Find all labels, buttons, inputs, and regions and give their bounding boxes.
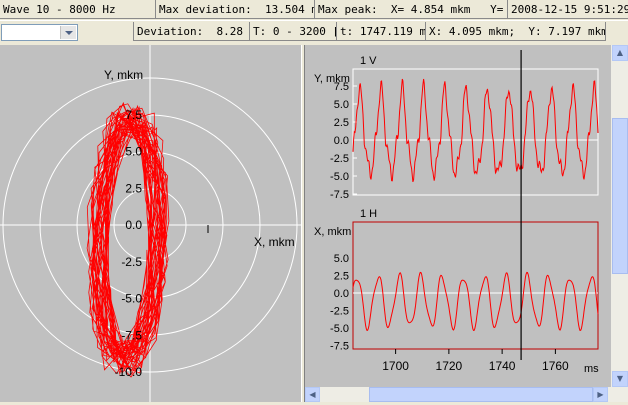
h-y-tick-label: -2.5	[330, 306, 349, 318]
orbit-trace	[86, 101, 170, 378]
orbit-y-tick-label: 2.5	[125, 181, 142, 195]
h-waveform-trace	[352, 271, 599, 331]
scroll-up-icon[interactable]: ▲	[612, 45, 628, 61]
orbit-y-tick-label: -7.5	[121, 328, 142, 342]
x-tick-label: 1760	[542, 359, 569, 373]
v-y-tick-label: -7.5	[330, 189, 349, 201]
pane-splitter[interactable]	[301, 45, 305, 402]
h-channel-name: 1 H	[360, 208, 377, 220]
orbit-y-tick-label: 5.0	[125, 145, 142, 159]
horizontal-scrollbar[interactable]: ◀ ▶	[305, 387, 628, 402]
orbit-plot-panel[interactable]: Y, mkm X, mkm 7.5 5.0 2.5 0.0 -2.5 -5.0 -7.5 -1…	[0, 45, 301, 402]
horizontal-scroll-thumb[interactable]	[369, 387, 593, 402]
datetime-label: 2008-12-15 9:51:29	[508, 0, 628, 19]
cursor-time-label: t: 1747.119 m	[337, 22, 426, 41]
v-plot-frame	[352, 68, 599, 196]
waveform-panel[interactable]: 1 V 1 H Y, mkm X, mkm 7.5 5.0 2.5 0.0 -2.5 -5…	[305, 45, 611, 402]
vertical-scrollbar[interactable]: ▲ ▼	[611, 45, 628, 387]
v-y-tick-label: 0.0	[334, 135, 349, 147]
vertical-scroll-thumb[interactable]	[612, 118, 628, 274]
orbit-y-tick-label: -10.0	[115, 365, 143, 379]
orbit-y-tick-label: -2.5	[121, 255, 142, 269]
v-y-tick-label: -5.0	[330, 171, 349, 183]
h-y-tick-label: 5.0	[334, 253, 349, 265]
h-y-label: X, mkm	[314, 226, 351, 238]
scroll-right-icon[interactable]: ▶	[593, 387, 608, 402]
v-waveform-trace	[352, 78, 599, 183]
h-y-tick-label: -7.5	[330, 341, 349, 353]
info-bar: Deviation: 8.28 T: 0 - 3200 [16 t: 1747.…	[0, 22, 628, 42]
h-y-tick-label: 0.0	[334, 288, 349, 300]
time-range-label: T: 0 - 3200 [16	[250, 22, 337, 41]
v-channel-name: 1 V	[360, 55, 377, 67]
v-y-tick-label: -2.5	[330, 153, 349, 165]
max-peak-label: Max peak: X= 4.854 mkm Y= 13.	[315, 0, 508, 19]
wave-range-label: Wave 10 - 8000 Hz	[0, 0, 156, 19]
scroll-left-icon[interactable]: ◀	[305, 387, 320, 402]
deviation-label: Deviation: 8.28	[133, 22, 250, 41]
h-y-tick-label: 2.5	[334, 271, 349, 283]
max-deviation-label: Max deviation: 13.504 mkm	[156, 0, 315, 19]
x-tick-label: 1720	[436, 359, 463, 373]
x-tick-label: 1740	[489, 359, 516, 373]
h-y-tick-label: -5.0	[330, 323, 349, 335]
cursor-xy-label: X: 4.095 mkm; Y: 7.197 mkm	[426, 22, 606, 41]
channel-select[interactable]	[1, 24, 78, 41]
status-bar: Wave 10 - 8000 Hz Max deviation: 13.504 …	[0, 0, 628, 21]
x-tick-label: 1700	[382, 359, 409, 373]
orbit-y-tick-label: 0.0	[125, 218, 142, 232]
h-plot-frame	[352, 221, 599, 350]
orbit-y-tick-label: 7.5	[125, 108, 142, 122]
orbit-y-tick-label: -5.0	[121, 292, 142, 306]
orbit-x-label: X, mkm	[254, 235, 295, 249]
v-y-tick-label: 5.0	[334, 99, 349, 111]
waveform-plot[interactable]: 1 V 1 H Y, mkm X, mkm 7.5 5.0 2.5 0.0 -2.5 -5…	[305, 45, 611, 402]
scroll-down-icon[interactable]: ▼	[612, 371, 628, 387]
orbit-y-label: Y, mkm	[104, 68, 143, 82]
v-y-tick-label: 7.5	[334, 81, 349, 93]
chevron-down-icon[interactable]	[60, 26, 76, 39]
x-unit-label: ms	[584, 363, 599, 375]
v-y-tick-label: 2.5	[334, 117, 349, 129]
orbit-plot[interactable]: Y, mkm X, mkm 7.5 5.0 2.5 0.0 -2.5 -5.0 -7.5 -1…	[0, 45, 301, 402]
v-y-label: Y, mkm	[314, 73, 350, 85]
